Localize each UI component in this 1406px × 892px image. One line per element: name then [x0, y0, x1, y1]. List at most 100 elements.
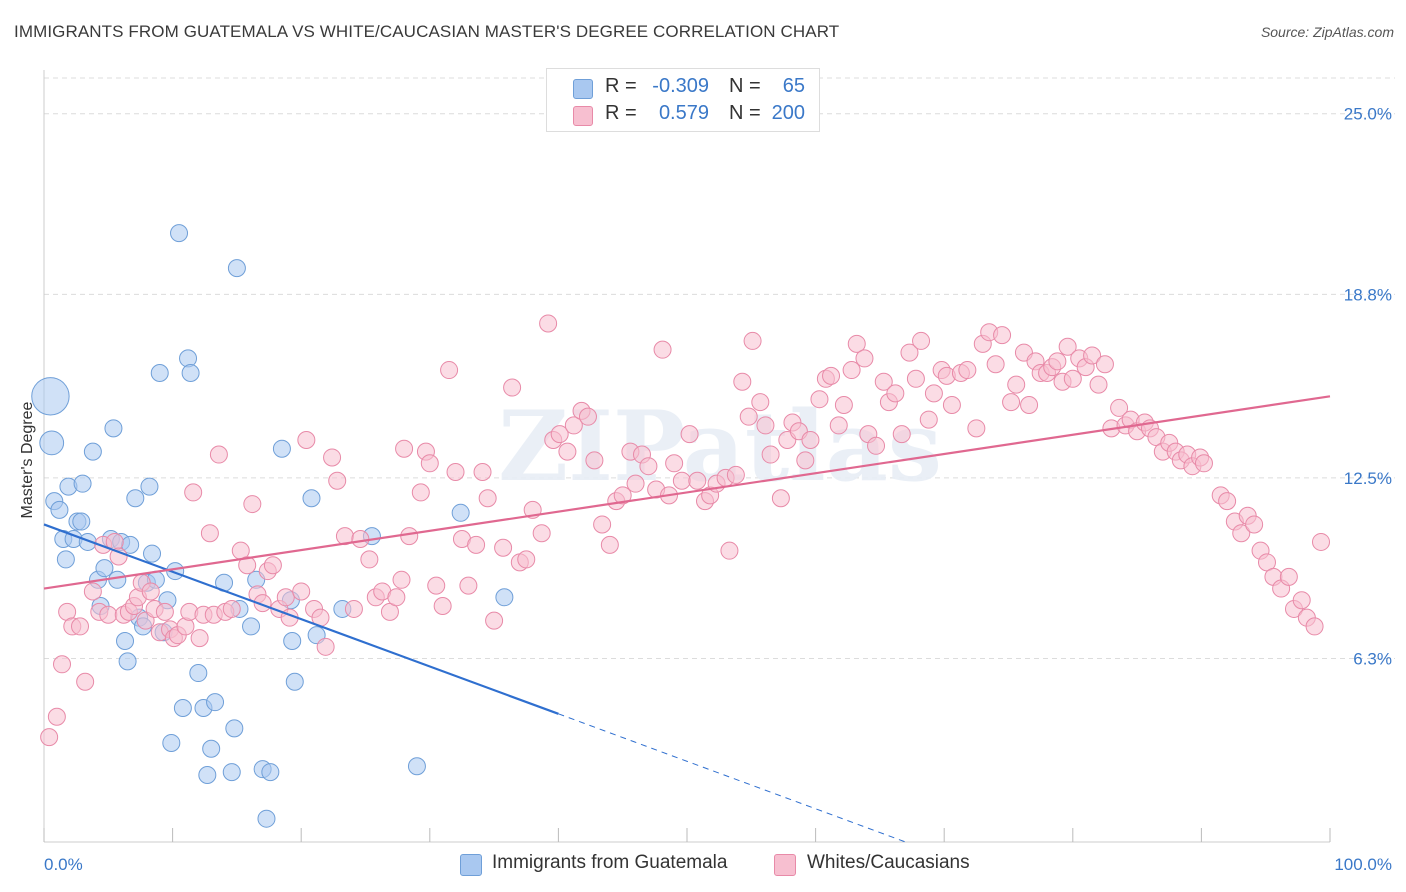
whites-point — [855, 349, 874, 368]
whites-point — [141, 582, 160, 601]
whites-point — [810, 390, 829, 409]
guatemala-point — [222, 763, 241, 782]
legend-n-value: 200 — [771, 102, 805, 124]
whites-point — [184, 483, 203, 502]
whites-point — [739, 407, 758, 426]
x-tick-label: 100.0% — [1334, 855, 1392, 874]
trend-lines — [43, 395, 1331, 843]
whites-point — [626, 474, 645, 493]
whites-point — [558, 442, 577, 461]
whites-point — [726, 465, 745, 484]
whites-point — [743, 331, 762, 350]
legend-n-label: N = — [729, 75, 761, 97]
whites-point — [886, 384, 905, 403]
guatemala-point — [150, 363, 169, 382]
whites-point — [874, 372, 893, 391]
whites-point — [751, 393, 770, 412]
guatemala-point — [140, 477, 159, 496]
whites-point — [190, 629, 209, 648]
whites-point — [71, 617, 90, 636]
whites-point — [892, 425, 911, 444]
guatemala-point — [285, 672, 304, 691]
series-guatemala-points — [31, 224, 514, 828]
whites-point — [395, 439, 414, 458]
whites-point — [688, 471, 707, 490]
whites-point — [801, 430, 820, 449]
whites-point — [829, 416, 848, 435]
whites-point — [967, 419, 986, 438]
legend-swatch-pink — [573, 106, 593, 126]
whites-point — [593, 515, 612, 534]
guatemala-point — [261, 763, 280, 782]
guatemala-point — [143, 544, 162, 563]
legend-n-label: N = — [729, 102, 761, 124]
legend-row-guatemala: R = -0.309 N = 65 — [547, 75, 819, 99]
guatemala-point — [116, 631, 135, 650]
guatemala-point — [272, 439, 291, 458]
legend-r-label: R = — [605, 102, 637, 124]
whites-point — [238, 556, 257, 575]
guatemala-point — [39, 430, 65, 456]
guatemala-point — [173, 698, 192, 717]
whites-point — [83, 582, 102, 601]
guatemala-point — [283, 631, 302, 650]
guatemala-trend-extension — [558, 713, 906, 843]
guatemala-point — [95, 559, 114, 578]
guatemala-point — [495, 588, 514, 607]
whites-point — [653, 340, 672, 359]
guatemala-point — [302, 489, 321, 508]
whites-point — [564, 416, 583, 435]
guatemala-point — [407, 757, 426, 776]
whites-point — [76, 672, 95, 691]
whites-point — [672, 471, 691, 490]
whites-point — [1292, 591, 1311, 610]
stats-legend: R = -0.309 N = 65 R = 0.579 N = 200 — [546, 68, 820, 132]
whites-point — [109, 547, 128, 566]
whites-point — [99, 605, 118, 624]
whites-point — [344, 599, 363, 618]
whites-point — [1083, 346, 1102, 365]
whites-point — [639, 457, 658, 476]
whites-point — [796, 451, 815, 470]
whites-point — [822, 366, 841, 385]
whites-point — [733, 372, 752, 391]
guatemala-point — [189, 664, 208, 683]
whites-point — [1218, 492, 1237, 511]
guatemala-point — [225, 719, 244, 738]
whites-point — [297, 430, 316, 449]
whites-point — [1002, 393, 1021, 412]
whites-point — [847, 334, 866, 353]
whites-point — [200, 524, 219, 543]
whites-point — [40, 728, 59, 747]
guatemala-point — [451, 503, 470, 522]
bottom-legend-label: Immigrants from Guatemala — [492, 852, 728, 873]
whites-point — [1311, 532, 1330, 551]
whites-point — [1048, 352, 1067, 371]
guatemala-point — [56, 550, 75, 569]
tick-labels: 6.3% 12.5% 18.8% 25.0% 0.0% 100.0% — [44, 105, 1392, 874]
whites-point — [1058, 337, 1077, 356]
whites-point — [1063, 369, 1082, 388]
whites-point — [1245, 515, 1264, 534]
whites-point — [485, 611, 504, 630]
guatemala-trend-line — [43, 523, 559, 715]
whites-point — [1194, 454, 1213, 473]
whites-point — [328, 471, 347, 490]
whites-point — [316, 637, 335, 656]
chart-source: Source: ZipAtlas.com — [1260, 24, 1394, 40]
guatemala-point — [72, 512, 91, 531]
guatemala-point — [126, 489, 145, 508]
legend-r-value: -0.309 — [652, 75, 709, 97]
whites-point — [517, 550, 536, 569]
whites-point — [1020, 396, 1039, 415]
whites-point — [550, 425, 569, 444]
legend-r-label: R = — [605, 75, 637, 97]
whites-point — [53, 655, 72, 674]
whites-point — [420, 454, 439, 473]
whites-point — [392, 570, 411, 589]
whites-point — [1089, 375, 1108, 394]
whites-point — [906, 369, 925, 388]
guatemala-point — [202, 739, 221, 758]
y-tick-label: 18.8% — [1344, 285, 1392, 304]
